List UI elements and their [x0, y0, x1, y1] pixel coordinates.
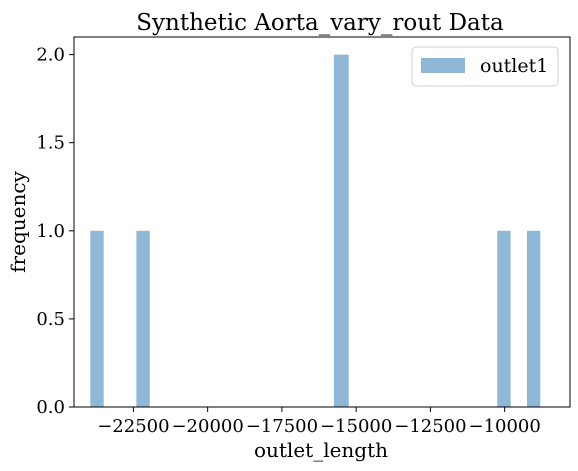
x-axis-label: outlet_length [254, 438, 388, 462]
histogram-bar-1 [136, 230, 150, 407]
x-tick-label: −15000 [320, 416, 392, 437]
x-tick-label: −17500 [246, 416, 318, 437]
histogram-bar-4 [526, 230, 541, 407]
plot-frame [73, 36, 571, 408]
legend-swatch [421, 58, 465, 73]
x-tick-label: −22500 [97, 416, 169, 437]
chart-title: Synthetic Aorta_vary_rout Data [136, 10, 504, 36]
y-axis-label: frequency [6, 170, 30, 272]
y-tick-label: 1.0 [36, 221, 65, 242]
x-axis: −22500 −20000 −17500 −15000 −12500 −10000 [97, 407, 541, 437]
legend-box [411, 46, 559, 87]
plot-bars [90, 54, 541, 407]
y-tick-label: 2.0 [36, 45, 65, 66]
y-tick-label: 0.0 [36, 397, 65, 418]
x-tick-label: −12500 [394, 416, 466, 437]
histogram-bar-3 [497, 230, 511, 407]
legend-label-outlet1: outlet1 [480, 55, 548, 77]
x-tick-label: −20000 [171, 416, 243, 437]
histogram-bar-0 [90, 230, 104, 407]
y-axis: 0.0 0.5 1.0 1.5 2.0 [36, 45, 74, 418]
histogram-bar-2 [333, 54, 349, 407]
y-tick-label: 1.5 [36, 133, 65, 154]
y-tick-label: 0.5 [36, 309, 65, 330]
legend: outlet1 [411, 46, 559, 87]
x-tick-label: −10000 [468, 416, 540, 437]
